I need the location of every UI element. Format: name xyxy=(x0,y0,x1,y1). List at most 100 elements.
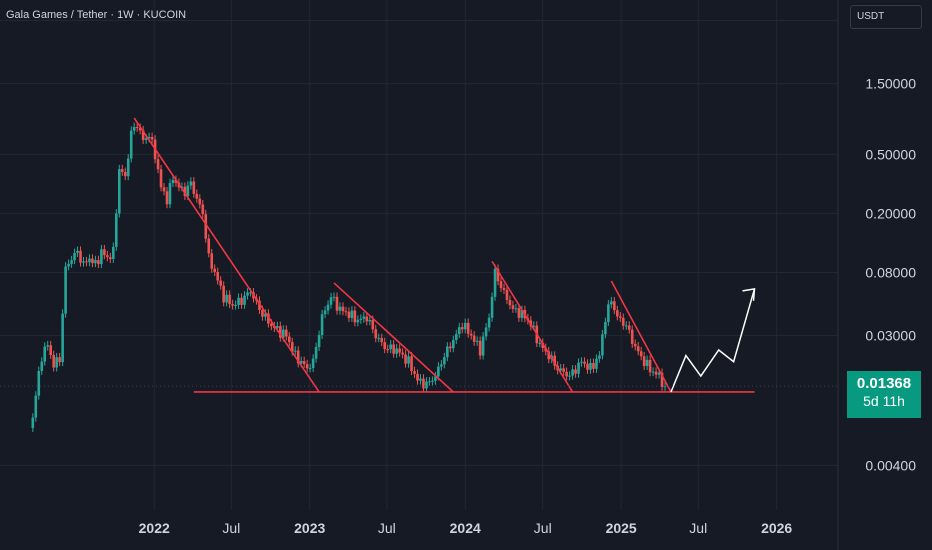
candle-body xyxy=(162,187,166,192)
candle-body xyxy=(463,322,467,330)
candle-body xyxy=(43,346,47,362)
candle-body xyxy=(37,370,41,396)
candle-body xyxy=(284,329,288,337)
candle-body xyxy=(583,361,586,364)
candle-body xyxy=(115,213,118,247)
candle-body xyxy=(234,304,237,306)
candle-body xyxy=(46,345,50,347)
candle-body xyxy=(365,316,369,322)
candle-body xyxy=(73,252,76,261)
candle-body xyxy=(174,179,178,183)
candle-body xyxy=(651,371,655,373)
candle-body xyxy=(243,295,246,305)
candle-body xyxy=(165,191,169,205)
candle-body xyxy=(150,136,154,140)
candle-body xyxy=(577,362,580,374)
x-tick-label: Jul xyxy=(689,520,707,536)
candle-body xyxy=(112,246,115,260)
candle-body xyxy=(633,343,637,347)
candle-body xyxy=(383,342,387,350)
currency-button[interactable]: USDT xyxy=(850,5,922,29)
candle-body xyxy=(207,238,211,254)
candle-body xyxy=(613,301,616,311)
candle-body xyxy=(449,346,452,349)
candle-body xyxy=(40,361,44,371)
candle-body xyxy=(425,381,428,389)
candle-body xyxy=(171,179,175,184)
candle-body xyxy=(377,338,381,340)
candle-body xyxy=(31,417,35,429)
y-tick-label: 1.50000 xyxy=(865,76,916,92)
last-price-tag: 0.01368 5d 11h xyxy=(847,371,921,418)
candle-body xyxy=(344,311,348,313)
candle-body xyxy=(362,316,366,319)
candle-body xyxy=(210,253,214,269)
candle-body xyxy=(645,359,649,366)
candle-body xyxy=(79,250,82,263)
candle-body xyxy=(287,336,291,343)
candle-body xyxy=(311,358,315,369)
candle-body xyxy=(135,126,139,128)
candle-body xyxy=(249,292,252,294)
candle-body xyxy=(520,310,524,318)
candle-body xyxy=(82,261,85,263)
candle-body xyxy=(264,313,267,317)
candle-body xyxy=(398,348,401,353)
candle-body xyxy=(443,357,446,365)
candle-body xyxy=(290,342,294,352)
candle-body xyxy=(106,255,109,258)
candle-body xyxy=(607,304,610,323)
candle-body xyxy=(517,308,521,318)
resistance-trendline xyxy=(333,282,454,393)
candle-body xyxy=(186,185,190,197)
candle-body xyxy=(204,214,208,239)
candle-body xyxy=(457,327,461,335)
candle-body xyxy=(481,336,485,356)
candle-body xyxy=(434,376,437,381)
candle-body xyxy=(120,169,124,172)
candle-body xyxy=(58,357,61,363)
candle-body xyxy=(299,361,303,364)
candle-body xyxy=(117,169,121,214)
candle-body xyxy=(386,349,389,351)
candle-body xyxy=(219,280,222,286)
candle-body xyxy=(326,304,330,311)
candle-body xyxy=(159,169,163,188)
candle-body xyxy=(147,136,151,139)
x-tick-label: 2026 xyxy=(761,520,792,536)
candle-body xyxy=(109,257,112,260)
candle-body xyxy=(437,366,440,377)
candle-body xyxy=(100,249,103,265)
candle-body xyxy=(565,371,568,377)
x-tick-label: 2025 xyxy=(606,520,637,536)
candle-body xyxy=(94,260,97,264)
candle-body xyxy=(282,329,285,338)
candle-body xyxy=(52,354,55,368)
candle-body xyxy=(305,364,309,369)
candle-body xyxy=(410,356,413,372)
candle-body xyxy=(201,204,205,215)
candle-body xyxy=(511,305,515,309)
candle-body xyxy=(359,318,363,320)
candle-body xyxy=(586,363,589,370)
candle-body xyxy=(580,361,583,363)
candle-body xyxy=(630,329,634,344)
candle-body xyxy=(389,344,392,350)
resistance-trendline xyxy=(491,260,574,393)
candle-body xyxy=(129,130,133,159)
candle-body xyxy=(374,329,378,339)
candle-body xyxy=(64,266,67,314)
candle-body xyxy=(338,306,342,311)
candle-body xyxy=(401,352,404,355)
candle-body xyxy=(451,339,455,349)
candle-body xyxy=(538,342,542,344)
candle-body xyxy=(618,316,622,318)
projection-path xyxy=(670,288,756,393)
candle-body xyxy=(598,355,601,359)
candle-body xyxy=(67,263,70,267)
candle-body xyxy=(562,368,565,372)
candle-body xyxy=(293,350,297,352)
candle-body xyxy=(454,334,458,340)
candle-body xyxy=(574,369,577,374)
